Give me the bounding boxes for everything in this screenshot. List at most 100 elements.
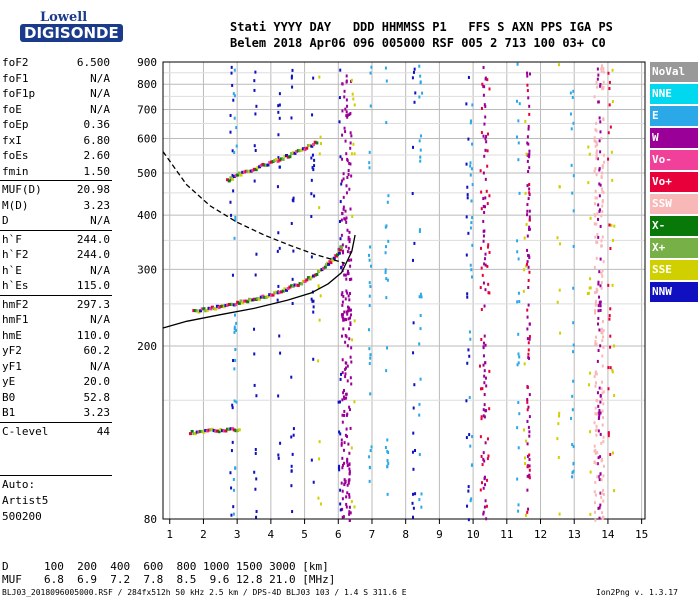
w-echo-point (527, 124, 530, 128)
e-echo-point (234, 359, 237, 363)
w-echo-point (349, 111, 352, 115)
w-echo-point (341, 413, 344, 417)
w-echo-point (526, 488, 529, 492)
ssw-echo-point (595, 80, 598, 84)
w-echo-point (350, 382, 353, 386)
vo-echo-point (486, 437, 489, 441)
nnw-echo-point (412, 467, 415, 471)
x-tick-label: 13 (568, 528, 581, 541)
logo-lowell: Lowell (40, 10, 88, 25)
w-echo-point (343, 441, 346, 445)
upper-trace-point (254, 168, 258, 172)
o-trace-point (317, 269, 321, 273)
ssw-echo-point (602, 416, 605, 420)
x-tick-label: 14 (601, 528, 615, 541)
nnw-echo-point (310, 255, 313, 259)
w-echo-point (347, 173, 350, 177)
w-echo-point (526, 74, 529, 78)
vo-echo-point (485, 189, 488, 193)
upper-trace-point (293, 151, 297, 155)
param-name: C-level (2, 424, 49, 438)
param-name: yF2 (2, 344, 22, 357)
o-trace-point (264, 295, 268, 299)
e-echo-point (233, 116, 236, 120)
w-echo-point (483, 403, 486, 407)
vo-echo-point (526, 510, 529, 514)
w-echo-point (528, 72, 531, 76)
w-echo-point (527, 265, 530, 269)
nnw-echo-point (276, 185, 279, 189)
w-echo-point (598, 478, 601, 482)
o-trace-point (293, 283, 297, 287)
w-echo-point (342, 389, 345, 393)
nnw-echo-point (412, 431, 415, 435)
sse-echo-point (588, 383, 591, 387)
vo-echo-point (608, 223, 611, 227)
w-echo-point (597, 309, 600, 313)
param-row: M(D) 3.23 (0, 198, 112, 214)
ssw-echo-point (601, 335, 604, 339)
e-echo-point (387, 194, 390, 198)
w-echo-point (341, 133, 344, 137)
sse-echo-point (524, 191, 527, 195)
o-trace-point (301, 279, 305, 283)
param-value: 20.0 (83, 375, 111, 388)
e-echo-point (368, 294, 371, 298)
o-trace-point (237, 301, 241, 305)
e-echo-point (233, 327, 236, 331)
footer-line: Artist5 (2, 494, 49, 507)
w-echo-point (347, 294, 350, 298)
ssw-echo-point (594, 202, 597, 206)
sse-echo-point (613, 344, 616, 348)
vo-echo-point (480, 190, 483, 194)
ssw-echo-point (601, 269, 604, 273)
w-echo-point (597, 304, 600, 308)
upper-trace-point (279, 157, 283, 161)
ssw-echo-point (594, 196, 597, 200)
ssw-echo-point (593, 311, 596, 315)
w-echo-point (597, 475, 600, 479)
param-row: foEs 2.60 (0, 148, 112, 164)
x-tick-label: 8 (402, 528, 409, 541)
w-echo-point (348, 237, 351, 241)
w-echo-point (344, 372, 347, 376)
ssw-echo-point (594, 167, 597, 171)
sse-echo-point (557, 63, 560, 67)
w-echo-point (350, 174, 353, 178)
ssw-echo-point (602, 464, 605, 468)
sse-echo-point (525, 222, 528, 226)
e-echo-point (469, 337, 472, 341)
w-echo-point (343, 273, 346, 277)
sse-echo-point (556, 236, 559, 240)
e-echo-point (471, 275, 474, 279)
w-echo-point (482, 219, 485, 223)
w-echo-point (348, 518, 351, 522)
e-echo-point (471, 435, 474, 439)
vo-echo-point (608, 80, 611, 84)
param-value: 115.0 (76, 279, 110, 292)
ssw-echo-point (593, 222, 596, 226)
o-trace-point (247, 297, 251, 301)
ssw-echo-point (602, 153, 605, 157)
sse-echo-point (522, 428, 525, 432)
nnw-echo-point (278, 116, 281, 120)
param-name: foEp (2, 118, 29, 131)
w-echo-point (526, 203, 529, 207)
w-echo-point (349, 376, 352, 380)
param-row: hmF2 297.3 (0, 297, 112, 313)
nnw-echo-point (310, 156, 313, 160)
sse-echo-point (318, 457, 321, 461)
ssw-echo-point (594, 518, 597, 522)
w-echo-point (347, 246, 350, 250)
w-echo-point (597, 100, 600, 104)
e-echo-point (418, 402, 421, 406)
vo-echo-point (607, 387, 610, 391)
w-echo-point (484, 376, 487, 380)
w-echo-point (347, 169, 350, 173)
w-echo-point (527, 197, 530, 201)
e-echo-point (572, 379, 575, 383)
ssw-echo-point (601, 511, 604, 515)
nnw-echo-point (465, 436, 468, 440)
nnw-echo-point (291, 510, 294, 514)
nnw-echo-point (277, 453, 280, 457)
